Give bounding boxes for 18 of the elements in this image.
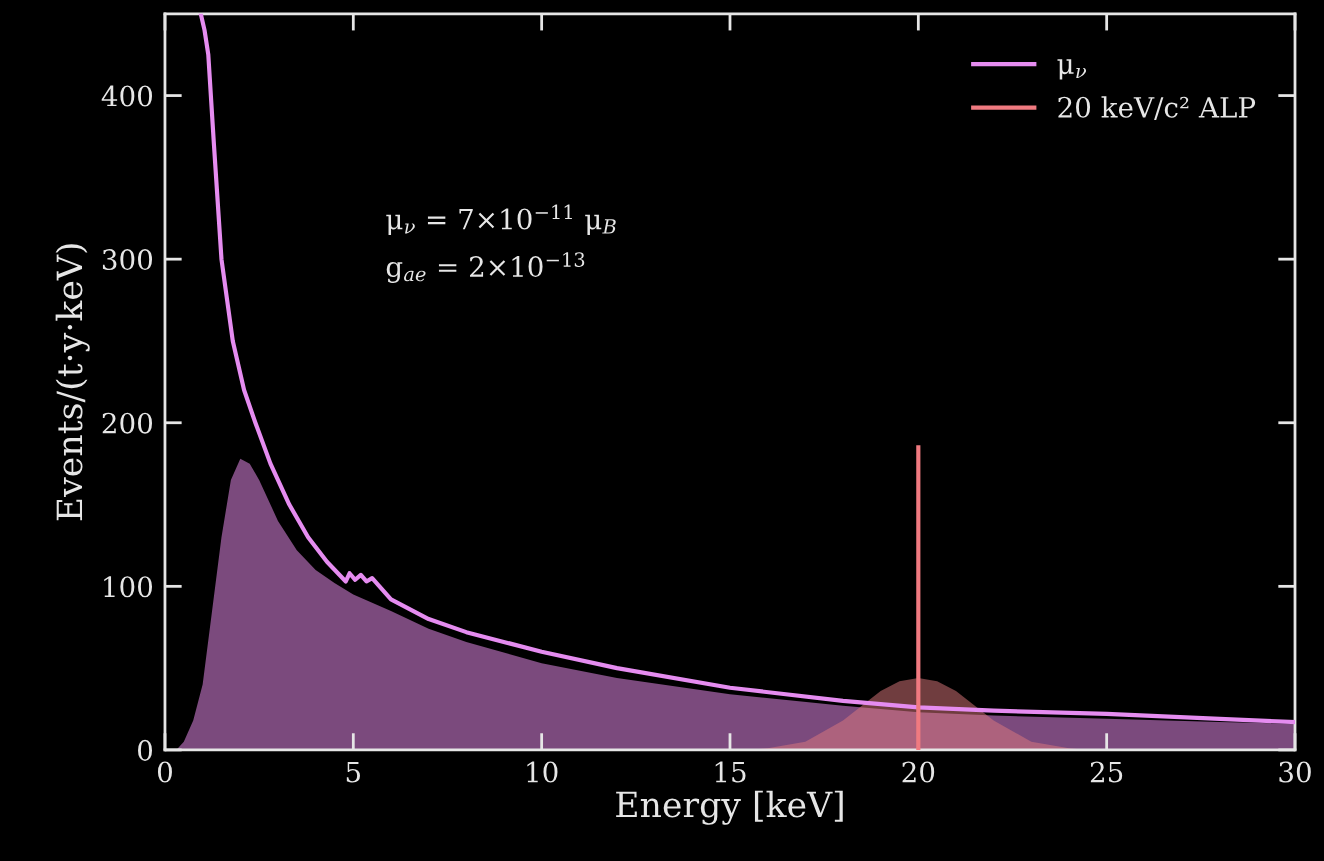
legend-label: μ$_{ν}$ xyxy=(1057,59,1087,80)
x-tick-label: 20 xyxy=(902,761,935,783)
x-axis-title: Energy [keV] xyxy=(616,790,843,825)
y-axis-title: Events/(t·y·keV) xyxy=(55,244,90,521)
legend-label: 20 keV/c² ALP xyxy=(1058,96,1256,120)
annotation: g$_{ae}$ = 2×10$^{−13}$ xyxy=(386,252,585,283)
x-tick-label: 25 xyxy=(1090,761,1123,783)
x-tick-label: 30 xyxy=(1279,761,1311,783)
y-tick-label: 400 xyxy=(101,85,153,107)
y-tick-label: 200 xyxy=(102,412,153,434)
x-tick-label: 15 xyxy=(715,761,746,783)
y-tick-label: 0 xyxy=(138,739,153,761)
x-tick-label: 0 xyxy=(157,761,172,783)
y-tick-label: 300 xyxy=(102,249,153,271)
y-tick-label: 100 xyxy=(104,576,153,598)
x-tick-label: 5 xyxy=(346,761,360,783)
x-tick-label: 10 xyxy=(527,761,558,783)
annotation: μ$_{ν}$ = 7×10$^{−11}$ μ$_{B}$ xyxy=(386,204,616,235)
